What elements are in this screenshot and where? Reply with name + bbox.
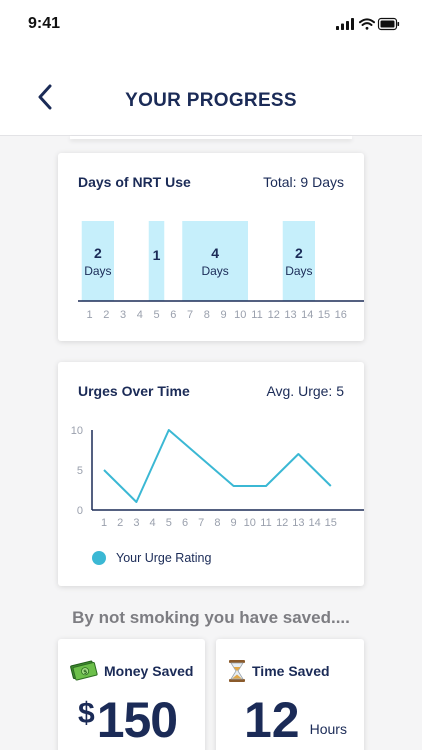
- nrt-bar-unit: Days: [201, 264, 229, 278]
- urges-card: Urges Over Time Avg. Urge: 5 0 5 10 1 2 3 4 5 6 7…: [58, 362, 364, 586]
- nrt-bar-unit: Days: [285, 264, 313, 278]
- nrt-x-tick: 9: [220, 309, 226, 321]
- nrt-card-title: Days of NRT Use: [78, 174, 191, 190]
- nrt-bar: [148, 221, 165, 301]
- urges-y-tick: 5: [77, 465, 83, 477]
- header: YOUR PROGRESS: [0, 50, 422, 136]
- status-icons: [336, 17, 400, 31]
- time-unit: Hours: [309, 721, 347, 737]
- nrt-x-tick: 12: [268, 309, 280, 321]
- currency-symbol: $: [78, 697, 95, 730]
- chevron-left-icon: [38, 84, 52, 110]
- nrt-x-tick: 16: [335, 309, 347, 321]
- nrt-bar-value: 4: [211, 245, 220, 261]
- urges-x-tick: 14: [308, 517, 320, 529]
- nrt-x-tick: 15: [318, 309, 330, 321]
- nrt-x-tick: 5: [153, 309, 159, 321]
- nrt-bar-value: 2: [294, 245, 303, 261]
- urges-x-tick: 13: [292, 517, 304, 529]
- money-saved-header: $ Money Saved: [70, 659, 193, 683]
- svg-text:$: $: [83, 669, 88, 676]
- urges-x-tick: 9: [231, 517, 237, 529]
- nrt-x-tick: 2: [103, 309, 109, 321]
- nrt-x-tick: 10: [234, 309, 246, 321]
- nrt-x-tick: 13: [284, 309, 296, 321]
- money-saved-card[interactable]: $ Money Saved $ 150: [58, 639, 205, 750]
- time-saved-value: 12 Hours: [244, 691, 347, 749]
- nrt-x-tick: 7: [187, 309, 193, 321]
- battery-icon: [377, 17, 400, 31]
- legend-dot: [92, 551, 106, 565]
- nrt-x-tick: 3: [120, 309, 126, 321]
- urges-x-tick: 1: [101, 517, 107, 529]
- time-saved-header: Time Saved: [228, 659, 330, 683]
- previous-card-edge: [70, 136, 352, 139]
- nrt-bar: [81, 221, 114, 301]
- nrt-bar-unit: Days: [84, 264, 112, 278]
- nrt-total: Total: 9 Days: [263, 174, 344, 190]
- urges-x-tick: 8: [214, 517, 220, 529]
- urges-x-tick: 15: [325, 517, 337, 529]
- urges-x-tick: 6: [182, 517, 188, 529]
- urges-y-tick: 10: [71, 425, 83, 437]
- urges-x-tick: 10: [244, 517, 256, 529]
- urges-card-title: Urges Over Time: [78, 383, 190, 399]
- nrt-x-tick: 14: [301, 309, 313, 321]
- time-amount: 12: [244, 692, 300, 748]
- cellular-signal-icon: [336, 18, 354, 30]
- nrt-x-tick: 4: [137, 309, 143, 321]
- urges-y-tick: 0: [77, 505, 83, 517]
- nrt-x-tick: 8: [204, 309, 210, 321]
- wifi-icon: [359, 18, 375, 30]
- money-saved-value: $ 150: [78, 691, 178, 749]
- urges-x-tick: 7: [198, 517, 204, 529]
- urges-x-tick: 4: [150, 517, 156, 529]
- time-saved-card[interactable]: Time Saved 12 Hours: [216, 639, 364, 750]
- nrt-bar: [182, 221, 248, 301]
- legend-label: Your Urge Rating: [116, 551, 212, 565]
- urges-x-tick: 2: [117, 517, 123, 529]
- nrt-bar-chart: 1 2 3 4 5 6 7 8 9 10 11 12 13 14 15 16: [78, 221, 364, 321]
- status-time: 9:41: [28, 15, 61, 32]
- nrt-bar: [282, 221, 315, 301]
- chart-legend: Your Urge Rating: [92, 551, 211, 565]
- nrt-bar-value: 1: [152, 247, 161, 263]
- money-amount: 150: [96, 692, 178, 748]
- nrt-x-tick: 6: [170, 309, 176, 321]
- nrt-x-tick: 11: [251, 309, 262, 321]
- urges-average: Avg. Urge: 5: [266, 383, 344, 399]
- urges-x-tick: 11: [260, 517, 271, 529]
- urge-rating-line: [103, 429, 332, 503]
- page-title: YOUR PROGRESS: [125, 90, 297, 111]
- hourglass-icon: [229, 660, 245, 682]
- urges-x-tick: 12: [276, 517, 288, 529]
- money-saved-label: Money Saved: [104, 663, 194, 679]
- nrt-x-tick: 1: [86, 309, 92, 321]
- status-bar: 9:41: [0, 0, 422, 50]
- saved-heading: By not smoking you have saved....: [72, 608, 350, 627]
- back-button[interactable]: [30, 82, 60, 112]
- time-saved-label: Time Saved: [252, 663, 330, 679]
- urges-x-tick: 5: [166, 517, 172, 529]
- money-bills-icon: $: [70, 660, 98, 681]
- nrt-bar-value: 2: [93, 245, 102, 261]
- urges-x-tick: 3: [133, 517, 139, 529]
